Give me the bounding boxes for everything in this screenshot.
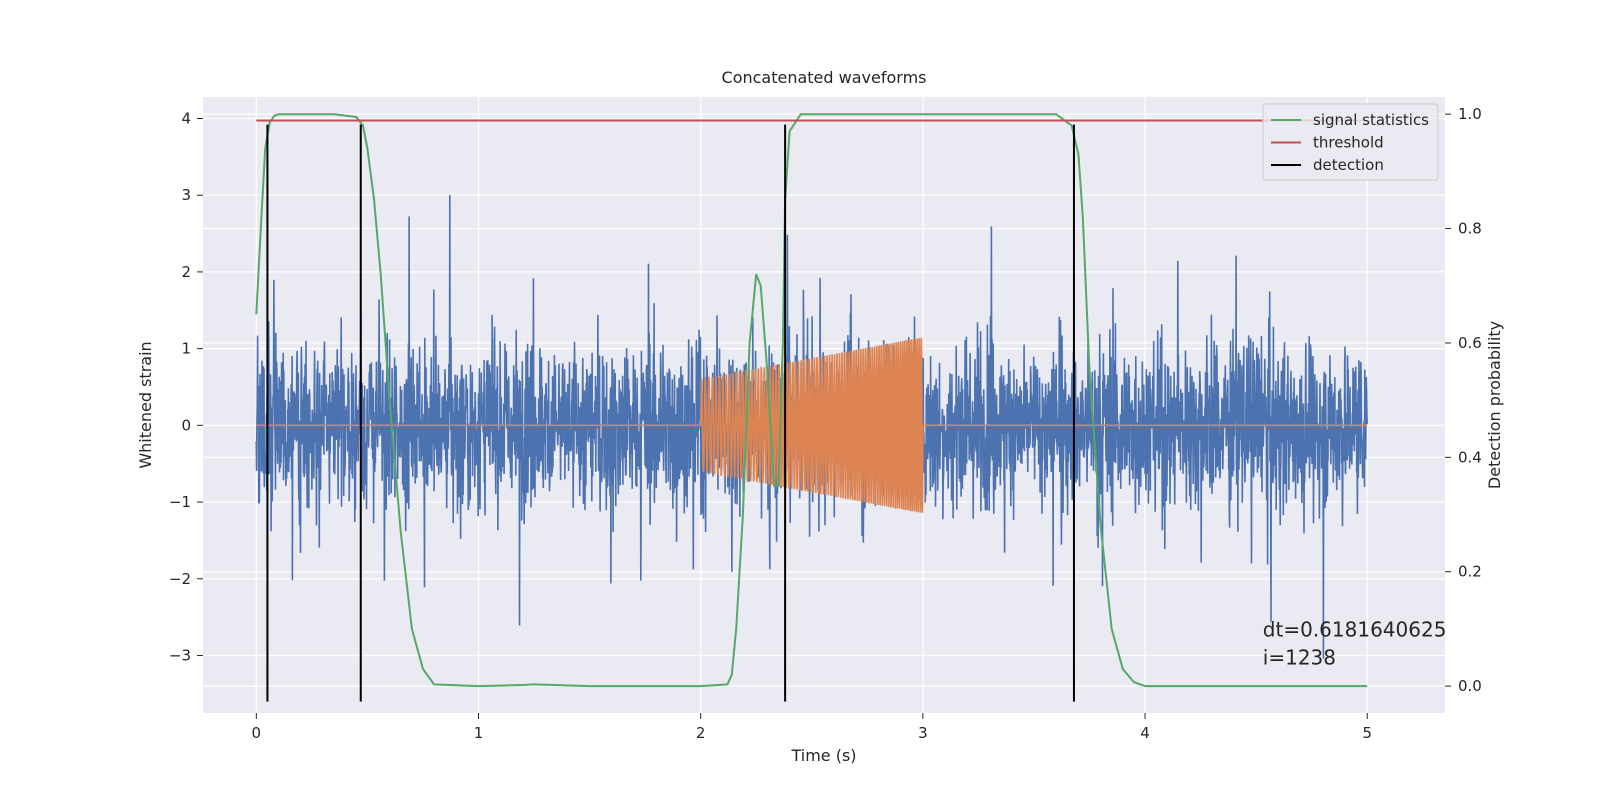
y-tick-label: 0 bbox=[181, 416, 191, 434]
chart-title: Concatenated waveforms bbox=[722, 68, 927, 87]
y-tick-label: 1 bbox=[181, 340, 191, 358]
y-tick-label: −1 bbox=[169, 493, 191, 511]
y-tick-label: 4 bbox=[181, 109, 191, 127]
legend: signal statistics threshold detection bbox=[1262, 103, 1439, 181]
axes: 0 1 2 3 4 5 4 3 2 1 0 −1 −2 −3 1.0 0.8 0.6 0.4 0.2 0.0 bbox=[169, 105, 1482, 742]
series-layer bbox=[255, 113, 1368, 702]
x-axis-label: Time (s) bbox=[790, 746, 856, 765]
y-tick-label: 2 bbox=[181, 263, 191, 281]
right-y-tick-label: 0.4 bbox=[1458, 448, 1482, 466]
legend-label: threshold bbox=[1313, 134, 1384, 152]
right-y-tick-label: 0.8 bbox=[1458, 220, 1482, 238]
right-y-tick-label: 1.0 bbox=[1458, 105, 1482, 123]
legend-label: signal statistics bbox=[1313, 111, 1429, 129]
x-tick-label: 0 bbox=[252, 724, 262, 742]
legend-box bbox=[1262, 103, 1439, 181]
right-y-tick-label: 0.6 bbox=[1458, 334, 1482, 352]
annotation: dt=0.6181640625 i=1238 bbox=[1263, 617, 1447, 669]
waveform-series bbox=[256, 337, 1368, 513]
waveform-line bbox=[256, 337, 1368, 513]
legend-label: detection bbox=[1313, 156, 1384, 174]
right-y-tick-label: 0.2 bbox=[1458, 563, 1482, 581]
x-tick-label: 5 bbox=[1362, 724, 1372, 742]
y-tick-label: −2 bbox=[169, 570, 191, 588]
x-tick-label: 3 bbox=[918, 724, 928, 742]
y-axis-label: Whitened strain bbox=[136, 341, 155, 468]
x-tick-label: 4 bbox=[1140, 724, 1150, 742]
signal-statistics-line bbox=[255, 113, 1368, 688]
x-tick-label: 1 bbox=[474, 724, 484, 742]
y-tick-label: 3 bbox=[181, 186, 191, 204]
x-tick-label: 2 bbox=[696, 724, 706, 742]
y-tick-label: −3 bbox=[169, 646, 191, 664]
right-y-axis-label: Detection probability bbox=[1485, 321, 1504, 489]
annotation-line: dt=0.6181640625 bbox=[1263, 617, 1447, 641]
annotation-line: i=1238 bbox=[1263, 645, 1336, 669]
right-y-tick-label: 0.0 bbox=[1458, 677, 1482, 695]
